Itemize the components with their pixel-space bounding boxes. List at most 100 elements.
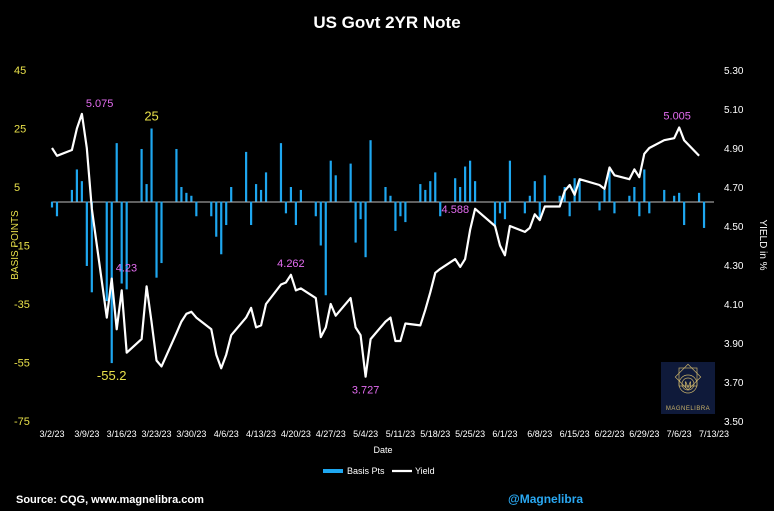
basis-points-bar: [603, 189, 606, 202]
basis-points-bar: [683, 201, 686, 226]
data-annotation: 4.262: [277, 258, 305, 270]
x-tick-label: 5/25/23: [455, 429, 485, 439]
basis-points-bar: [498, 201, 502, 214]
x-tick-label: 6/1/23: [492, 429, 517, 439]
right-tick-label: 4.10: [724, 300, 744, 311]
basis-points-bar: [473, 181, 477, 202]
basis-points-bar: [70, 189, 74, 202]
left-tick-label: 5: [14, 182, 20, 194]
x-tick-label: 5/18/23: [420, 429, 450, 439]
data-annotation: 5.075: [86, 98, 114, 110]
basis-points-bar: [249, 201, 253, 226]
basis-points-bar: [349, 163, 352, 202]
left-tick-label: -35: [14, 299, 30, 311]
basis-points-bar: [279, 143, 283, 202]
basis-points-bar: [464, 166, 467, 202]
basis-points-bar: [324, 201, 327, 296]
basis-points-bar: [354, 201, 357, 243]
x-tick-label: 3/9/23: [74, 429, 99, 439]
basis-points-bar: [538, 201, 541, 220]
legend-swatch-basis-pts: [323, 469, 343, 473]
basis-points-bar: [294, 201, 297, 226]
basis-points-bar: [145, 184, 148, 202]
basis-points-bar: [643, 169, 646, 202]
basis-points-bar: [319, 201, 322, 246]
x-axis: 3/2/23 3/9/23 3/16/23 3/23/23 3/30/23 4/6/23 4…: [39, 429, 729, 439]
chart-title: US Govt 2YR Note: [313, 13, 460, 32]
annotations: 5.075 4.23 4.262 3.727 4.588 5.005 25 -55.2: [86, 98, 691, 397]
basis-points-bar: [568, 201, 571, 217]
basis-points-bar: [399, 201, 402, 217]
basis-points-bar: [245, 151, 248, 202]
basis-points-bar: [429, 181, 432, 202]
basis-points-bar: [469, 160, 472, 202]
basis-points-bar: [648, 201, 651, 214]
basis-points-bar: [225, 201, 228, 226]
x-tick-label: 3/23/23: [142, 429, 172, 439]
data-annotation: 5.005: [663, 111, 691, 123]
x-tick-label: 6/29/23: [629, 429, 659, 439]
data-annotation: 3.727: [352, 385, 380, 397]
left-axis-label: BASIS POINTS: [10, 210, 21, 280]
basis-points-bar: [140, 148, 143, 202]
basis-points-bar: [155, 201, 158, 278]
basis-points-bar: [697, 192, 701, 202]
basis-points-bar: [220, 201, 223, 255]
svg-text:M: M: [684, 380, 692, 390]
basis-points-bars: [50, 128, 706, 364]
x-tick-label: 4/20/23: [281, 429, 311, 439]
left-tick-label: -55: [14, 358, 30, 370]
basis-points-bar: [439, 201, 442, 217]
data-annotation: 25: [144, 109, 158, 124]
basis-points-bar: [314, 201, 317, 217]
data-annotation: 4.23: [116, 263, 137, 275]
legend-label-basis-pts: Basis Pts: [347, 466, 385, 476]
basis-points-bar: [573, 178, 576, 202]
basis-points-bar: [508, 160, 512, 202]
basis-points-bar: [150, 128, 153, 202]
left-tick-label: -15: [14, 241, 30, 253]
x-tick-label: 3/30/23: [176, 429, 206, 439]
magnelibra-logo: M MAGNELIBRA: [661, 362, 715, 414]
right-tick-label: 4.50: [724, 222, 744, 233]
x-tick-label: 7/13/23: [699, 429, 729, 439]
basis-points-bar: [543, 175, 546, 202]
footer-handle[interactable]: @Magnelibra: [508, 492, 583, 506]
basis-points-bar: [528, 195, 531, 202]
basis-points-bar: [389, 195, 392, 202]
basis-points-bar: [125, 201, 128, 290]
basis-points-bar: [175, 148, 178, 202]
basis-points-bar: [85, 201, 88, 266]
basis-points-bar: [254, 184, 258, 202]
basis-points-bar: [613, 201, 616, 214]
basis-points-bar: [673, 195, 676, 202]
right-tick-label: 5.30: [724, 66, 744, 77]
basis-points-bar: [459, 187, 462, 202]
basis-points-bar: [50, 201, 54, 208]
right-tick-label: 4.30: [724, 261, 744, 272]
basis-points-bar: [523, 201, 526, 214]
basis-points-bar: [663, 189, 666, 202]
basis-points-bar: [160, 201, 163, 264]
x-tick-label: 4/27/23: [316, 429, 346, 439]
right-tick-label: 4.90: [724, 144, 744, 155]
basis-points-bar: [702, 201, 706, 228]
basis-points-bar: [55, 201, 59, 217]
left-axis: 45 25 5 -15 -35 -55 -75: [14, 65, 30, 428]
footer-source: Source: CQG, www.magnelibra.com: [16, 494, 204, 506]
x-axis-label: Date: [373, 445, 392, 455]
basis-points-bar: [120, 201, 123, 284]
x-tick-label: 6/15/23: [560, 429, 590, 439]
svg-text:MAGNELIBRA: MAGNELIBRA: [666, 406, 710, 412]
basis-points-bar: [75, 169, 78, 202]
basis-points-bar: [80, 181, 83, 202]
basis-points-bar: [419, 184, 422, 202]
basis-points-bar: [633, 187, 636, 202]
basis-points-bar: [329, 160, 332, 202]
basis-points-bar: [359, 201, 362, 220]
left-tick-label: 45: [14, 65, 26, 77]
right-tick-label: 3.70: [724, 378, 744, 389]
basis-points-bar: [558, 195, 561, 202]
basis-points-bar: [578, 181, 581, 202]
